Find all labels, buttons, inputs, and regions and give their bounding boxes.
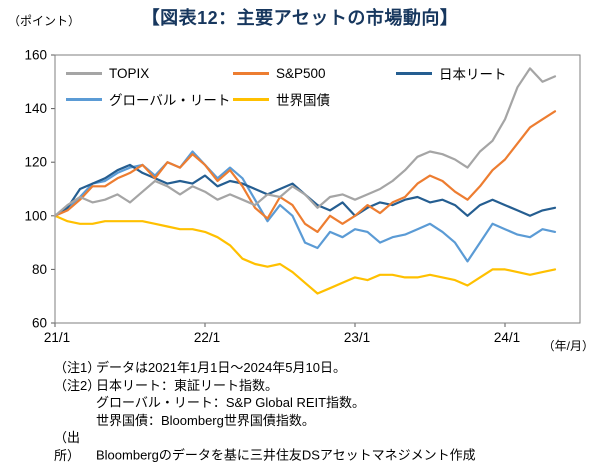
plot-border (54, 54, 581, 324)
note2-label: （注2） (54, 377, 101, 393)
legend-swatch-topix (66, 71, 102, 75)
series-line-TOPIX (53, 67, 557, 217)
note1-text: データは2021年1月1日～2024年5月10日。 (96, 360, 346, 375)
note-2-continued-2: 世界国債：Bloomberg世界国債指数。 (54, 412, 476, 430)
legend-swatch-sp500 (233, 71, 269, 75)
note-2-continued: グローバル・リート：S&P Global REIT指数。 (54, 394, 476, 412)
legend-label-japan-reit: 日本リート (439, 67, 507, 82)
y-tick-label: 80 (32, 262, 47, 277)
x-tick-label: 23/1 (344, 330, 370, 345)
chart-legend: TOPIX S&P500 日本リート グローバル・リート 世界国債 (66, 60, 546, 112)
notes-block: （注1）データは2021年1月1日～2024年5月10日。 （注2）日本リート：… (54, 359, 476, 464)
note-1: （注1）データは2021年1月1日～2024年5月10日。 (54, 359, 476, 377)
figure-title: 【図表12：主要アセットの市場動向】 (141, 8, 459, 28)
y-tick-label: 60 (32, 316, 47, 331)
source-text: Bloombergのデータを基に三井住友DSアセットマネジメント作成 (96, 447, 476, 463)
market-trend-line-chart: 60 80 100 120 140 160 21/1 22/1 23/1 24/1 (24, 48, 581, 345)
y-tick-label: 140 (24, 101, 47, 116)
series-line-S&P500 (53, 110, 557, 233)
legend-label-sp500: S&P500 (276, 65, 326, 81)
legend-label-world-bonds: 世界国債 (276, 93, 330, 108)
legend-item-global-reit: グローバル・リート (66, 89, 233, 109)
x-axis-unit-label: （年/月） (542, 339, 594, 353)
source-note: （出所） Bloombergのデータを基に三井住友DSアセットマネジメント作成 (54, 429, 476, 464)
legend-swatch-global-reit (66, 97, 102, 101)
y-tick-label: 160 (24, 48, 47, 63)
y-tick-label: 100 (24, 208, 47, 223)
series-line-世界国債 (53, 214, 557, 295)
series-line-グローバル・リート (53, 150, 557, 263)
legend-swatch-japan-reit (396, 71, 432, 75)
note2-line2: グローバル・リート：S&P Global REIT指数。 (96, 395, 366, 410)
legend-label-global-reit: グローバル・リート (109, 93, 231, 108)
note2-line1: 日本リート：東証リート指数。 (96, 377, 279, 393)
note-2: （注2）日本リート：東証リート指数。 (54, 377, 476, 395)
y-axis-unit-label: （ポイント） (8, 14, 81, 28)
legend-label-topix: TOPIX (109, 65, 150, 81)
note1-label: （注1） (54, 360, 101, 375)
legend-item-sp500: S&P500 (233, 66, 396, 81)
x-tick-label: 21/1 (44, 330, 70, 345)
source-label: （出所） (54, 430, 81, 463)
x-tick-label: 22/1 (194, 330, 220, 345)
legend-swatch-world-bonds (233, 97, 269, 101)
x-tick-label: 24/1 (494, 330, 520, 345)
legend-item-japan-reit: 日本リート (396, 63, 546, 83)
legend-item-topix: TOPIX (66, 66, 233, 81)
note2-line3: 世界国債：Bloomberg世界国債指数。 (96, 412, 315, 428)
y-tick-label: 120 (24, 155, 47, 170)
legend-item-world-bonds: 世界国債 (233, 89, 396, 109)
